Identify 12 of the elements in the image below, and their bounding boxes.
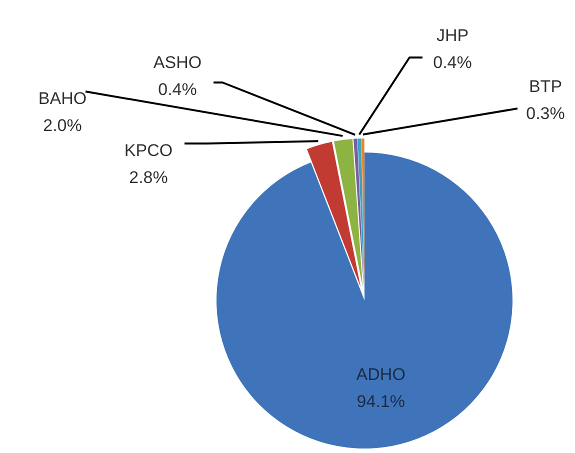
slice-label: ASHO — [153, 53, 202, 72]
slice-label: BTP — [528, 77, 562, 96]
data-label: 0.3% — [526, 104, 565, 123]
data-label: 0.4% — [433, 53, 472, 72]
data-label: 0.4% — [158, 80, 197, 99]
slice-label: BAHO — [38, 89, 87, 108]
data-label: 2.8% — [129, 168, 168, 187]
slice-label: KPCO — [124, 141, 173, 160]
data-label: 94.1% — [356, 392, 405, 411]
slice-label: ADHO — [356, 364, 406, 384]
slice-label: JHP — [436, 26, 469, 45]
data-label: 2.0% — [43, 116, 82, 135]
